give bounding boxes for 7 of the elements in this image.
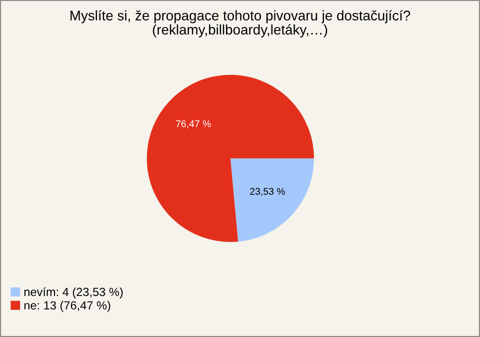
data-label: 76,47 %	[176, 120, 211, 128]
legend-label: ne: 13 (76,47 %)	[24, 300, 110, 312]
pie-slice	[146, 74, 314, 242]
pie-slice	[230, 158, 314, 242]
data-label: 23,53 %	[250, 188, 285, 196]
chart-title: Myslíte si, že propagace tohoto pivovaru je dostačující? (reklamy,billboardy,letáky,…)	[70, 10, 410, 38]
legend-label: nevím: 4 (23,53 %)	[24, 287, 123, 298]
